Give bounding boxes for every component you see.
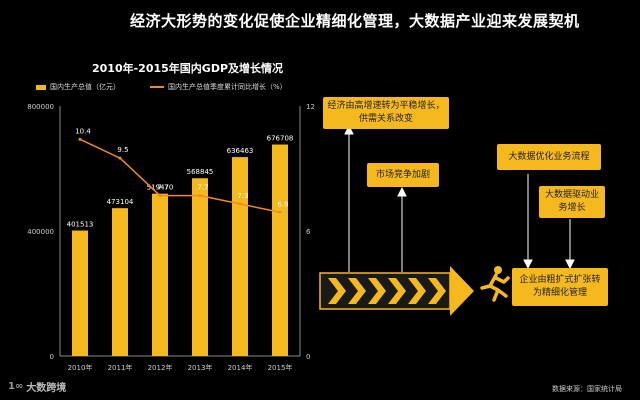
growth-value-label: 10.4 xyxy=(75,127,91,135)
brand-logo: 1∞ 大数跨境 xyxy=(8,379,66,394)
bar xyxy=(152,193,168,356)
growth-point xyxy=(198,194,202,198)
growth-value-label: 7.7 xyxy=(197,184,208,192)
x-tick-label: 2014年 xyxy=(228,363,253,372)
bar-value-label: 401513 xyxy=(67,221,94,229)
legend-item-growth: 国内生产总值季度累计同比增长（%） xyxy=(150,82,287,92)
chevron xyxy=(368,278,386,304)
headline: 经济大形势的变化促使企业精细化管理，大数据产业迎来发展契机 xyxy=(130,12,580,30)
growth-point xyxy=(238,202,242,206)
bar xyxy=(272,144,288,356)
source-note: 数据来源：国家统计局 xyxy=(552,385,622,393)
chevron xyxy=(388,278,406,304)
runner-icon xyxy=(480,266,510,302)
legend-swatch-bar xyxy=(36,84,46,90)
bar xyxy=(232,157,248,356)
logo-text: 大数跨境 xyxy=(26,383,67,394)
arrow-competition-head xyxy=(397,186,407,197)
arrow-slowdown-head xyxy=(344,124,354,135)
y-tick-label: 400000 xyxy=(27,228,54,236)
arrow-optimize-head xyxy=(523,259,533,270)
bar-value-label: 519470 xyxy=(147,184,174,192)
chart-title: 2010年-2015年国内GDP及增长情况 xyxy=(92,62,284,75)
growth-point xyxy=(78,137,82,141)
chevron xyxy=(328,278,346,304)
growth-value-label: 7.7 xyxy=(157,184,168,192)
y2-tick-label: 0 xyxy=(306,353,310,361)
legend-label-growth: 国内生产总值季度累计同比增长（%） xyxy=(168,83,287,91)
bar xyxy=(192,178,208,356)
growth-line xyxy=(79,138,281,213)
y2-tick-label: 6 xyxy=(306,228,311,236)
growth-point xyxy=(158,194,162,198)
x-tick-label: 2012年 xyxy=(148,363,173,372)
growth-point xyxy=(118,156,122,160)
box-driven: 大数据驱动业务增长 xyxy=(539,186,605,218)
line-series: 10.4 9.5 7.7 7.7 7.3 6.9 xyxy=(75,127,289,214)
bar-value-label: 676708 xyxy=(267,135,294,143)
growth-value-label: 9.5 xyxy=(117,146,128,154)
legend-item-gdp: 国内生产总值（亿元） xyxy=(36,82,120,92)
x-tick-label: 2013年 xyxy=(188,363,213,372)
chevron xyxy=(348,278,366,304)
box-competition: 市场竞争加剧 xyxy=(367,163,439,187)
bar-value-label: 568845 xyxy=(187,168,214,176)
arrow-driven-head xyxy=(565,259,575,270)
bar-value-label: 636463 xyxy=(227,147,254,155)
legend-label-gdp: 国内生产总值（亿元） xyxy=(50,83,120,91)
growth-value-label: 7.3 xyxy=(237,192,248,200)
growth-point xyxy=(278,210,282,214)
box-refine: 企业由粗扩式扩张转为精细化管理 xyxy=(512,268,608,306)
chart-axes: 0 400000 800000 0 6 12 2010年 2011年 2012年 2013年 201… xyxy=(27,103,315,372)
chevron xyxy=(428,278,446,304)
x-tick-label: 2011年 xyxy=(108,363,133,372)
box-slowdown: 经济由高增速转为平稳增长，供需关系改变 xyxy=(323,97,449,129)
bar-series: 401513 473104 519470 568845 636463 676708 xyxy=(67,135,294,356)
y-tick-label: 800000 xyxy=(27,103,54,111)
growth-value-label: 6.9 xyxy=(277,200,288,208)
x-tick-label: 2010年 xyxy=(68,363,93,372)
bar xyxy=(112,208,128,356)
chevron-band-arrowhead xyxy=(450,266,474,316)
legend-swatch-line xyxy=(150,86,164,88)
logo-icon: 1∞ xyxy=(8,381,24,392)
x-tick-label: 2015年 xyxy=(268,363,293,372)
diagram-arrows xyxy=(319,124,575,316)
bar-value-label: 473104 xyxy=(107,198,134,206)
chevron xyxy=(408,278,426,304)
box-optimize: 大数据优化业务流程 xyxy=(497,144,601,170)
bar xyxy=(72,230,88,356)
y2-tick-label: 12 xyxy=(306,103,315,111)
y-tick-label: 0 xyxy=(50,353,54,361)
